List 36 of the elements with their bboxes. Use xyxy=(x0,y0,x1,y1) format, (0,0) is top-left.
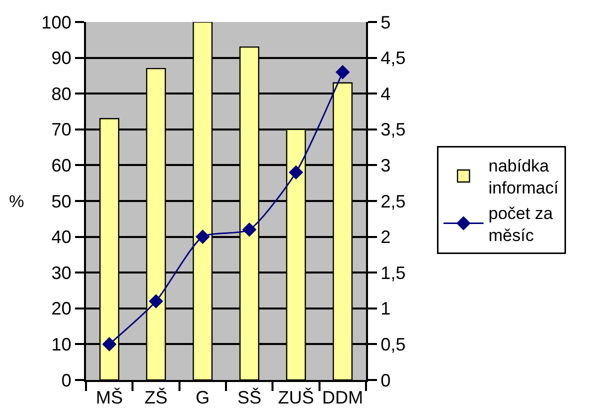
x-tick-label: G xyxy=(196,388,210,408)
y2-tick-label: 5 xyxy=(380,12,391,32)
y2-tick-label: 2 xyxy=(380,227,391,248)
y2-tick-label: 2,5 xyxy=(380,191,406,212)
y-tick-label: 100 xyxy=(41,12,72,32)
y2-tick-label: 4 xyxy=(380,84,391,104)
y-tick-label: 50 xyxy=(51,191,72,212)
y-axis-title: % xyxy=(9,192,24,211)
y-tick-label: 10 xyxy=(51,334,72,354)
y-tick-label: 0 xyxy=(61,370,72,390)
y-tick-label: 40 xyxy=(51,227,72,248)
y2-tick-label: 0,5 xyxy=(380,334,406,354)
x-tick-label: ZUŠ xyxy=(278,388,314,408)
y-tick-label: 80 xyxy=(51,84,72,104)
x-tick-label: SŠ xyxy=(237,388,262,408)
x-tick-label: ZŠ xyxy=(144,388,168,408)
y-tick-label: 70 xyxy=(51,120,72,140)
y2-tick-label: 4,5 xyxy=(380,48,406,68)
y-tick-label: 60 xyxy=(51,156,72,176)
y2-tick-label: 1 xyxy=(380,298,391,319)
point xyxy=(288,165,304,180)
point xyxy=(148,294,164,308)
y2-tick-label: 1,5 xyxy=(380,262,406,283)
y2-tick-label: 3 xyxy=(380,156,391,176)
point xyxy=(102,337,116,352)
y-tick-label: 20 xyxy=(51,298,72,319)
y-tick-label: 30 xyxy=(51,262,72,283)
point xyxy=(336,64,350,80)
x-tick-label: MŠ xyxy=(96,388,123,408)
legend-label: počet za měsíc xyxy=(488,204,554,245)
y-tick-label: 90 xyxy=(51,48,72,68)
point xyxy=(196,230,210,244)
y2-tick-label: 0 xyxy=(380,370,391,390)
point xyxy=(242,222,256,237)
x-tick-label: DDM xyxy=(322,388,364,408)
y2-tick-label: 3,5 xyxy=(380,120,406,140)
